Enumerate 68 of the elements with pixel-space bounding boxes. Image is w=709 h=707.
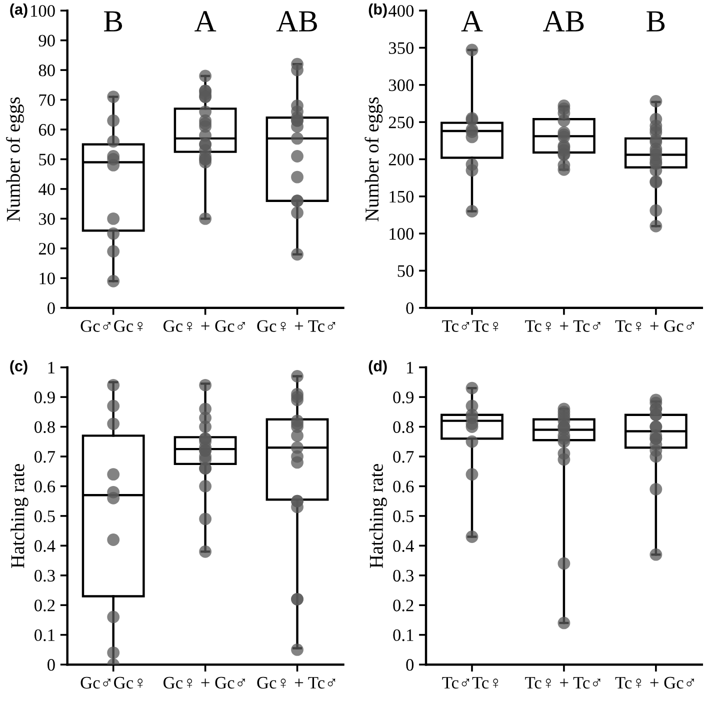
x-tick-label: Tc♀ + Tc♂: [525, 320, 600, 332]
y-tick-label: 250: [388, 116, 414, 128]
y-tick-label: 0.5: [34, 510, 55, 522]
y-tick-label: 1: [407, 362, 414, 374]
y-tick-label: 0.3: [34, 570, 55, 582]
y-tick-label: 0.6: [34, 480, 56, 492]
y-tick-label: 90: [38, 34, 55, 47]
y-tick-label: 0.4: [34, 540, 56, 552]
x-tick-label: Gc♀ + Tc♂: [257, 676, 336, 689]
y-tick-label: 0.3: [393, 570, 414, 582]
y-tick-label: 0: [406, 302, 414, 314]
y-tick-label: 150: [390, 190, 414, 203]
annotation: A: [194, 11, 216, 32]
y-tick-label: 80: [38, 64, 55, 76]
x-tick-label: Tc♀ + Tc♂: [525, 677, 600, 689]
y-axis-title: Number of eggs: [364, 97, 383, 222]
x-tick-label: Tc♂Tc♀: [442, 677, 498, 689]
y-tick-label: 0.7: [34, 450, 56, 463]
x-tick-label: Gc♂Gc♀: [80, 676, 143, 689]
y-tick-label: 0: [48, 302, 55, 314]
chart-title: (a): [10, 3, 28, 18]
x-tick-label: Tc♀ + Gc♂: [615, 676, 694, 689]
y-tick-label: 100: [31, 5, 55, 17]
x-tick-label: Tc♀ + Gc♂: [615, 320, 694, 332]
y-tick-label: 70: [39, 94, 55, 106]
y-tick-label: 50: [398, 265, 414, 277]
y-tick-label: 0.8: [393, 421, 414, 434]
y-tick-label: 1: [48, 362, 55, 374]
x-tick-label: Gc♀ + Gc♂: [164, 676, 245, 689]
y-axis-title: Hatching rate: [369, 464, 387, 568]
y-tick-label: 300: [389, 79, 414, 92]
y-tick-label: 0.8: [34, 421, 55, 434]
annotation: A: [461, 11, 483, 32]
y-axis-title: Number of eggs: [6, 97, 24, 222]
annotation: AB: [543, 11, 584, 32]
y-tick-label: 10: [40, 272, 55, 284]
y-tick-label: 20: [38, 242, 55, 255]
y-tick-label: 0.4: [393, 540, 414, 552]
y-tick-label: 50: [39, 154, 55, 166]
chart-title: (d): [368, 360, 387, 374]
annotation: B: [646, 11, 665, 32]
y-tick-label: 0.6: [393, 480, 414, 492]
y-tick-label: 0.2: [34, 600, 55, 612]
x-tick-label: Tc♂Tc♀: [442, 320, 498, 332]
y-tick-label: 0.5: [393, 510, 414, 522]
y-tick-label: 0: [48, 659, 55, 671]
y-tick-label: 0.1: [393, 629, 414, 642]
y-tick-label: 60: [38, 124, 55, 136]
x-tick-label: Gc♀ + Tc♂: [257, 320, 336, 332]
y-tick-label: 0.1: [34, 629, 55, 642]
y-tick-label: 100: [390, 228, 414, 240]
y-tick-label: 0.7: [393, 450, 414, 463]
chart-title: (c): [10, 360, 28, 374]
annotation: AB: [276, 11, 317, 32]
y-axis-title: Hatching rate: [10, 464, 28, 568]
y-tick-label: 0.9: [34, 392, 55, 404]
y-tick-label: 0: [406, 659, 414, 671]
x-tick-label: Gc♂Gc♀: [80, 320, 143, 332]
y-tick-label: 0.2: [393, 600, 414, 612]
y-tick-label: 30: [39, 213, 55, 225]
x-tick-label: Gc♀ + Gc♂: [164, 320, 245, 332]
chart-title: (b): [368, 3, 387, 18]
y-tick-label: 400: [388, 5, 414, 17]
y-tick-label: 200: [388, 154, 414, 166]
y-tick-label: 0.9: [393, 392, 414, 404]
annotation: B: [104, 11, 122, 32]
y-tick-label: 40: [38, 183, 55, 196]
y-tick-label: 350: [389, 42, 414, 54]
